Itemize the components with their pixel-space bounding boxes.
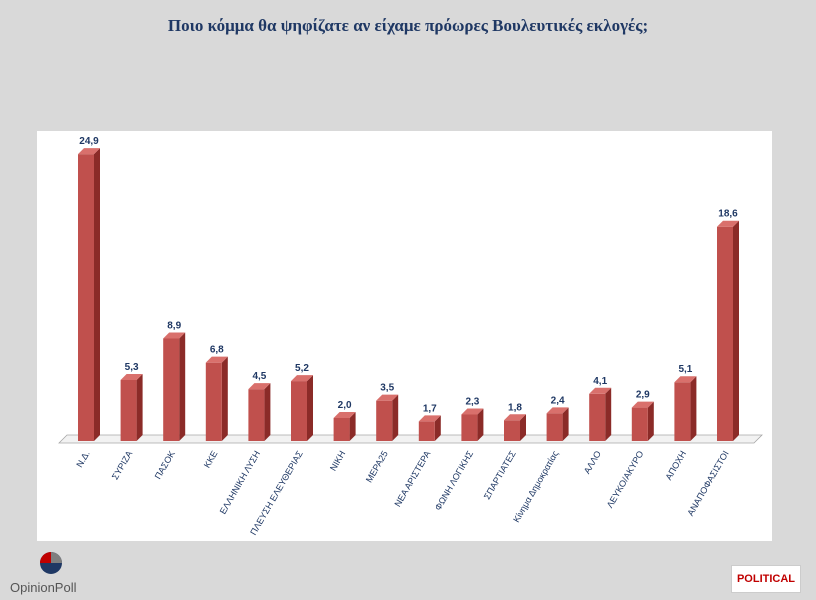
bar-side-9 <box>477 408 484 441</box>
opinionpoll-logo-text: OpinionPoll <box>10 580 77 595</box>
value-label-1: 5,3 <box>125 362 139 373</box>
category-label-4: ΕΛΛΗΝΙΚΗ ΛΥΣΗ <box>218 449 262 516</box>
category-label-11: Κίνημα Δημοκρατίας <box>511 448 561 524</box>
bar-1 <box>120 379 137 441</box>
bar-top-4 <box>248 383 271 390</box>
category-label-13: ΛΕΥΚΟ/ΑΚΥΡΟ <box>605 449 646 510</box>
bar-6 <box>333 417 350 441</box>
bar-top-3 <box>205 356 228 363</box>
category-label-7: ΜΕΡΑ25 <box>364 449 390 484</box>
bar-13 <box>631 407 648 441</box>
bar-side-12 <box>605 387 612 441</box>
bar-3 <box>205 362 222 441</box>
political-logo: POLITICAL <box>731 565 801 593</box>
category-label-0: Ν.Δ. <box>74 449 91 469</box>
bar-side-3 <box>221 356 228 441</box>
value-label-5: 5,2 <box>295 363 309 374</box>
category-label-12: ΑΛΛΟ <box>582 449 603 476</box>
bar-side-5 <box>307 375 313 441</box>
bar-10 <box>504 420 520 441</box>
value-label-2: 8,9 <box>167 320 181 331</box>
bar-side-4 <box>264 383 271 441</box>
value-label-13: 2,9 <box>636 390 650 401</box>
category-label-2: ΠΑΣΟΚ <box>153 449 177 481</box>
category-label-8: ΝΕΑ ΑΡΙΣΤΕΡΑ <box>392 449 432 508</box>
bar-side-7 <box>392 394 399 441</box>
value-label-10: 1,8 <box>508 402 522 413</box>
bar-side-15 <box>733 220 739 441</box>
value-label-3: 6,8 <box>210 345 224 356</box>
bar-side-0 <box>94 148 100 441</box>
bar-7 <box>376 400 393 441</box>
page-title: Ποιο κόμμα θα ψηφίζατε αν είχαμε πρόωρες… <box>167 16 649 35</box>
bar-top-2 <box>163 332 186 339</box>
bar-top-0 <box>78 148 100 155</box>
bar-9 <box>461 414 478 441</box>
value-label-4: 4,5 <box>252 371 266 382</box>
bar-top-5 <box>291 375 313 382</box>
bar-side-13 <box>647 401 654 441</box>
bar-top-6 <box>333 411 356 418</box>
category-label-15: ΑΝΑΠΟΦΑΣΙΣΤΟΙ <box>685 449 730 518</box>
bar-side-11 <box>562 407 569 441</box>
bar-side-8 <box>434 415 441 441</box>
bar-15 <box>717 226 733 441</box>
value-label-14: 5,1 <box>678 364 692 375</box>
opinionpoll-logo: OpinionPoll <box>8 550 98 598</box>
category-label-10: ΣΠΑΡΤΙΑΤΕΣ <box>482 449 518 502</box>
category-label-3: ΚΚΕ <box>202 449 220 470</box>
value-label-15: 18,6 <box>718 209 738 220</box>
bar-12 <box>589 393 606 441</box>
bar-top-1 <box>120 373 143 380</box>
bar-side-14 <box>690 376 697 441</box>
bar-chart: 24,9 Ν.Δ. 5,3 ΣΥΡΙΖΑ 8,9 ΠΑΣΟΚ 6,8 ΚΚΕ 4,5 ΕΛΛΗΝΙ… <box>58 136 763 537</box>
value-label-7: 3,5 <box>380 383 394 394</box>
bar-0 <box>78 154 94 441</box>
bar-side-1 <box>136 373 143 441</box>
chart-panel: 24,9 Ν.Δ. 5,3 ΣΥΡΙΖΑ 8,9 ΠΑΣΟΚ 6,8 ΚΚΕ 4,5 ΕΛΛΗΝΙ… <box>37 131 772 541</box>
bar-8 <box>418 421 435 441</box>
bar-side-10 <box>520 414 526 441</box>
category-label-9: ΦΩΝΗ ΛΟΓΙΚΗΣ <box>433 449 476 513</box>
value-label-6: 2,0 <box>338 400 352 411</box>
bar-side-6 <box>349 411 356 441</box>
opinionpoll-logo-icon <box>40 552 62 574</box>
value-label-12: 4,1 <box>593 376 607 387</box>
category-label-6: ΝΙΚΗ <box>328 449 347 473</box>
chart-axis-floor <box>58 434 763 444</box>
bar-top-10 <box>504 414 526 421</box>
value-label-0: 24,9 <box>79 136 99 147</box>
bar-2 <box>163 338 180 441</box>
bar-5 <box>291 381 307 441</box>
bar-4 <box>248 389 265 441</box>
bar-top-7 <box>376 394 399 401</box>
bar-top-13 <box>631 401 654 408</box>
bar-top-8 <box>418 415 441 422</box>
bar-top-14 <box>674 376 697 383</box>
bar-top-11 <box>546 407 569 414</box>
bar-11 <box>546 413 563 441</box>
bar-top-9 <box>461 408 484 415</box>
value-label-8: 1,7 <box>423 403 437 414</box>
value-label-9: 2,3 <box>465 397 479 408</box>
category-label-14: ΑΠΟΧΗ <box>663 449 688 482</box>
bar-side-2 <box>179 332 186 441</box>
value-label-11: 2,4 <box>551 395 565 406</box>
category-label-1: ΣΥΡΙΖΑ <box>110 449 134 481</box>
bar-top-12 <box>589 387 612 394</box>
bar-top-15 <box>717 220 739 227</box>
bar-14 <box>674 382 691 441</box>
